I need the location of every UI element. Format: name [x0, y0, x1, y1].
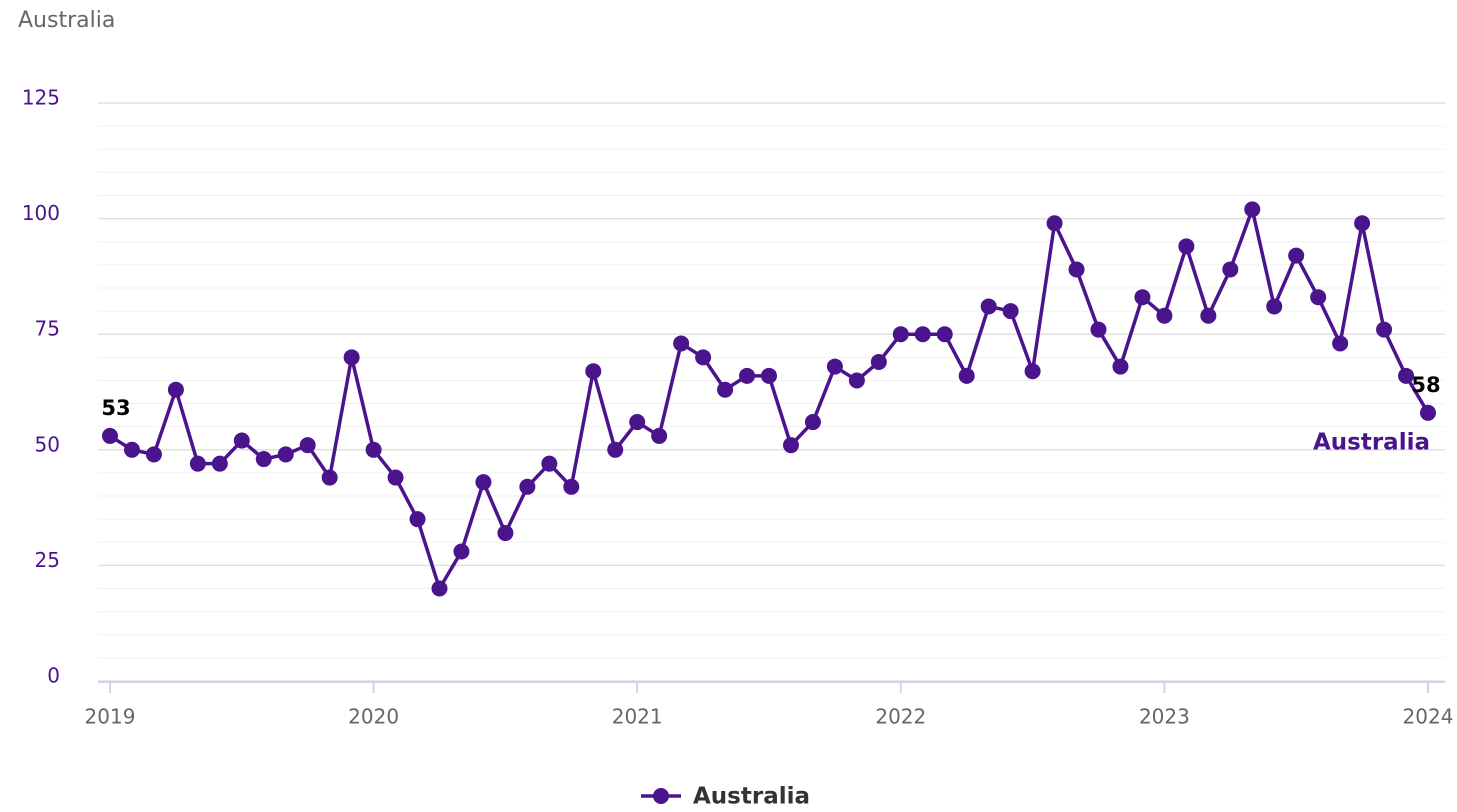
x-tick-label: 2021 [612, 705, 663, 729]
data-point [1068, 261, 1085, 278]
data-point [387, 469, 404, 486]
y-tick-label: 50 [35, 432, 60, 456]
data-point [1200, 307, 1217, 324]
legend-label: Australia [693, 784, 810, 810]
data-point [409, 511, 426, 528]
data-point [980, 298, 997, 315]
data-point [739, 367, 756, 384]
data-point [365, 441, 382, 458]
data-point [1134, 289, 1151, 306]
data-point [892, 326, 909, 343]
data-point [519, 478, 536, 495]
data-point [1266, 298, 1283, 315]
data-point [1024, 363, 1041, 380]
x-tick-label: 2019 [85, 705, 136, 729]
data-point [1156, 307, 1173, 324]
data-point [673, 335, 690, 352]
y-tick-label: 100 [22, 201, 60, 225]
series-end-label: Australia [1313, 429, 1430, 455]
data-point [475, 474, 492, 491]
data-point [936, 326, 953, 343]
chart-title: Australia [18, 8, 115, 33]
data-point [1332, 335, 1349, 352]
data-label: 53 [101, 396, 130, 420]
data-point [189, 455, 206, 472]
data-point [651, 427, 668, 444]
data-point [541, 455, 558, 472]
data-point [1310, 289, 1327, 306]
data-point [343, 349, 360, 366]
data-point [1178, 238, 1195, 255]
data-point [1222, 261, 1239, 278]
data-point [1420, 404, 1436, 421]
data-point [826, 358, 843, 375]
data-point [585, 363, 602, 380]
x-tick-label: 2022 [875, 705, 926, 729]
data-point [958, 367, 975, 384]
data-point [695, 349, 712, 366]
data-point [717, 381, 734, 398]
data-point [761, 367, 777, 384]
data-point [1376, 321, 1393, 338]
data-point [497, 525, 514, 542]
data-point [123, 441, 140, 458]
y-tick-label: 125 [22, 86, 60, 110]
data-point [1112, 358, 1129, 375]
data-point [1288, 247, 1305, 264]
x-tick-label: 2020 [348, 705, 399, 729]
data-point [848, 372, 865, 389]
legend-symbol [653, 788, 669, 804]
data-point [1354, 215, 1371, 232]
data-point [563, 478, 580, 495]
x-tick-label: 2023 [1139, 705, 1190, 729]
data-point [233, 432, 250, 449]
data-point [804, 414, 821, 431]
data-point [277, 446, 294, 463]
data-point [914, 326, 931, 343]
data-point [1244, 201, 1261, 218]
data-point [145, 446, 162, 463]
data-point [1398, 367, 1415, 384]
data-point [629, 414, 646, 431]
data-point [102, 427, 118, 444]
data-point [431, 580, 448, 597]
data-point [453, 543, 470, 560]
data-point [255, 451, 272, 468]
data-point [211, 455, 228, 472]
data-point [299, 437, 316, 454]
data-point [321, 469, 338, 486]
data-point [1002, 303, 1019, 320]
data-point [870, 353, 887, 370]
y-tick-label: 25 [35, 548, 60, 572]
data-point [1090, 321, 1107, 338]
y-tick-label: 0 [47, 664, 60, 688]
data-point [607, 441, 624, 458]
x-tick-label: 2024 [1403, 705, 1454, 729]
data-label: 58 [1411, 373, 1440, 397]
data-point [782, 437, 799, 454]
data-point [1046, 215, 1063, 232]
y-tick-label: 75 [35, 317, 60, 341]
data-point [167, 381, 184, 398]
